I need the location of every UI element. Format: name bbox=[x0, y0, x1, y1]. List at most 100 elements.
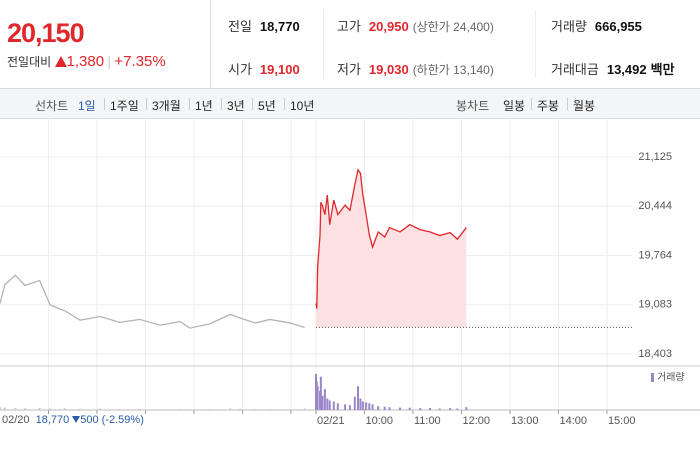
volume-bar bbox=[321, 395, 324, 410]
volume-bar bbox=[99, 408, 102, 410]
volume-bar bbox=[336, 403, 339, 410]
volume-bar bbox=[371, 404, 374, 410]
prev-annotation: 02/20 18,770 500 (-2.59%) bbox=[2, 414, 144, 426]
stat-value: 19,100 bbox=[259, 62, 300, 77]
volume-bar bbox=[316, 386, 319, 410]
volume-bar bbox=[239, 408, 242, 410]
candle-tab[interactable]: 일봉 bbox=[503, 99, 526, 113]
period-tab[interactable]: 3년 bbox=[227, 99, 245, 113]
volume-bar bbox=[38, 407, 41, 410]
period-tab[interactable]: 1일 bbox=[78, 99, 96, 113]
stat-note: 백만 bbox=[650, 62, 675, 77]
volume-bar bbox=[268, 409, 271, 410]
stat: 저가 19,030 (하한가 13,140) bbox=[337, 59, 494, 79]
y-tick-label: 18,403 bbox=[638, 348, 672, 360]
volume-bar bbox=[383, 406, 386, 410]
tab-divider bbox=[531, 98, 532, 110]
volume-bar bbox=[328, 400, 331, 410]
period-tab[interactable]: 5년 bbox=[258, 99, 276, 113]
stat: 고가 20,950 (상한가 24,400) bbox=[337, 16, 494, 36]
volume-bar bbox=[323, 389, 326, 410]
x-tick-label: 10:00 bbox=[365, 415, 393, 427]
volume-bar bbox=[63, 408, 66, 410]
volume-bar bbox=[456, 408, 459, 410]
tab-divider bbox=[284, 98, 285, 110]
x-tick-label: 02/21 bbox=[317, 415, 345, 427]
stat: 거래대금 13,492 백만 bbox=[551, 59, 675, 79]
x-tick-label: 12:00 bbox=[462, 415, 490, 427]
volume-bar bbox=[438, 408, 441, 410]
stat-note: (하한가 13,140) bbox=[412, 63, 494, 77]
volume-bar bbox=[365, 402, 368, 410]
price-area bbox=[316, 169, 467, 328]
volume-bar bbox=[24, 408, 27, 410]
volume-legend: 거래량 bbox=[657, 372, 685, 384]
volume-bar bbox=[326, 398, 329, 410]
volume-bar bbox=[0, 407, 1, 410]
volume-legend-swatch bbox=[651, 373, 654, 382]
tab-divider bbox=[146, 98, 147, 110]
stat-value: 666,955 bbox=[594, 19, 642, 34]
stat-value: 20,950 bbox=[368, 19, 409, 34]
volume-bar bbox=[209, 409, 212, 410]
y-tick-label: 19,083 bbox=[638, 299, 672, 311]
candle-chart-label: 봉차트 bbox=[456, 99, 490, 113]
down-arrow bbox=[72, 416, 81, 423]
volume-bar bbox=[419, 408, 422, 410]
stat: 거래량 666,955 bbox=[551, 16, 642, 36]
stat: 시가 19,100 bbox=[228, 59, 300, 79]
volume-bar bbox=[3, 407, 6, 410]
period-tab[interactable]: 10년 bbox=[290, 99, 315, 113]
tab-divider bbox=[221, 98, 222, 110]
stat-label: 저가 bbox=[337, 62, 361, 77]
volume-bar bbox=[399, 407, 402, 410]
candle-tab[interactable]: 주봉 bbox=[537, 99, 560, 113]
prev-close: 18,770 bbox=[35, 414, 70, 426]
stat-label: 거래량 bbox=[551, 19, 587, 34]
period-tab[interactable]: 1주일 bbox=[110, 99, 139, 113]
prev-pct: (-2.59%) bbox=[101, 414, 144, 426]
tab-divider bbox=[104, 98, 105, 110]
stat-label: 전일 bbox=[228, 19, 252, 34]
volume-bar bbox=[408, 407, 411, 410]
volume-bar bbox=[49, 408, 52, 410]
x-tick-label: 11:00 bbox=[414, 415, 441, 427]
y-tick-label: 19,764 bbox=[638, 249, 672, 261]
x-tick-label: 13:00 bbox=[511, 415, 539, 427]
candle-tab[interactable]: 월봉 bbox=[573, 99, 596, 113]
stat-label: 거래대금 bbox=[551, 62, 599, 77]
volume-bar bbox=[428, 408, 431, 410]
volume-bar bbox=[118, 409, 121, 410]
divider bbox=[535, 10, 536, 78]
y-tick-label: 21,125 bbox=[638, 151, 672, 163]
period-tab[interactable]: 1년 bbox=[195, 99, 213, 113]
up-arrow bbox=[54, 56, 67, 67]
stat-label: 시가 bbox=[228, 62, 252, 77]
volume-bar bbox=[289, 409, 292, 410]
volume-bar bbox=[229, 408, 232, 410]
change-row: 전일대비 1,380 | +7.35% bbox=[7, 53, 166, 70]
stat-value: 19,030 bbox=[368, 62, 409, 77]
stat-label: 고가 bbox=[337, 19, 361, 34]
period-tab[interactable]: 3개월 bbox=[152, 99, 181, 113]
volume-bar bbox=[303, 408, 306, 410]
change-value: 1,380 bbox=[66, 53, 105, 70]
stat-value: 18,770 bbox=[259, 19, 300, 34]
volume-bar bbox=[388, 407, 391, 410]
volume-bar bbox=[254, 409, 257, 410]
prev-date: 02/20 bbox=[2, 414, 30, 426]
x-tick-label: 14:00 bbox=[559, 415, 587, 427]
tab-divider bbox=[567, 98, 568, 110]
stat-note: (상한가 24,400) bbox=[412, 20, 494, 34]
x-tick-label: 15:00 bbox=[608, 415, 636, 427]
price-line bbox=[0, 274, 305, 329]
volume-bar bbox=[357, 386, 360, 410]
volume-bar bbox=[465, 407, 468, 410]
y-tick-label: 20,444 bbox=[638, 200, 672, 212]
stat-value: 13,492 bbox=[606, 62, 647, 77]
volume-bar bbox=[361, 401, 364, 410]
volume-bar bbox=[188, 409, 191, 410]
volume-bar bbox=[138, 408, 141, 410]
chart: 02/21 10:00 11:00 12:00 13:00 14:00 15:00 21,12… bbox=[0, 118, 700, 427]
